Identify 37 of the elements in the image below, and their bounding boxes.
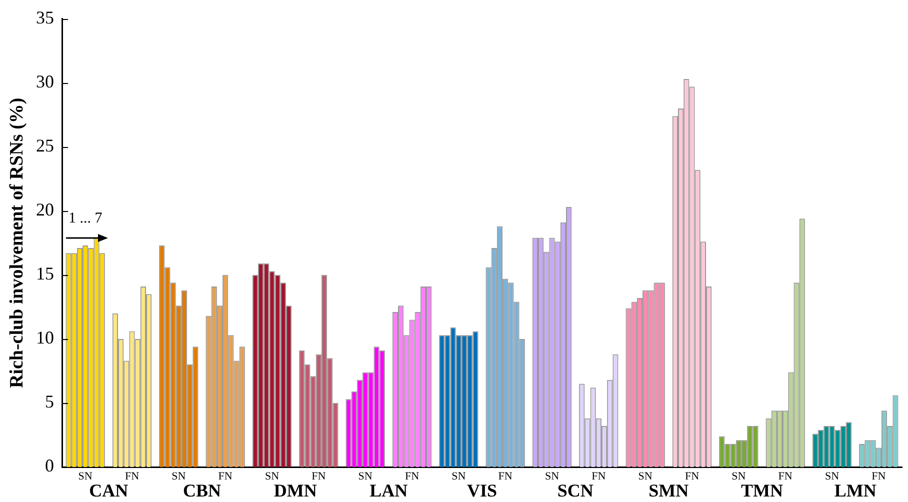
text: VIS <box>466 480 498 501</box>
text: CBN <box>182 480 222 501</box>
x-tick-label: SN <box>824 470 840 482</box>
x-tick-label: FN <box>592 470 606 482</box>
x-tick-label: SN <box>264 470 280 482</box>
y-tick-label: 5 <box>45 392 54 412</box>
x-tick-label: FN <box>684 470 700 482</box>
x-tick-label: FN <box>872 470 886 482</box>
y-axis-title: Rich-club involvement of RSNs (%) <box>6 98 28 388</box>
x-tick-label: FN <box>218 470 232 482</box>
y-tick-label: 0 <box>45 456 54 476</box>
y-tick-label: 10 <box>36 328 54 348</box>
annotation: 1 ... 7 <box>68 210 103 227</box>
x-tick-label: SN <box>732 470 746 482</box>
x-tick-label: FN <box>124 470 140 482</box>
x-tick-label: FN <box>404 470 420 482</box>
text: SMN <box>648 480 689 501</box>
x-tick-label: SN <box>544 470 560 482</box>
text: LAN <box>370 480 408 501</box>
x-tick-label: SN <box>638 470 652 482</box>
text: TMN <box>741 480 783 501</box>
y-tick-label: 25 <box>36 136 54 156</box>
x-tick-label: SN <box>452 470 466 482</box>
y-tick-label: 30 <box>36 72 54 92</box>
x-tick-label: FN <box>312 470 326 482</box>
x-tick-label: SN <box>358 470 372 482</box>
text: LMN <box>834 480 876 501</box>
y-tick-label: 35 <box>36 8 54 28</box>
text: CAN <box>89 480 128 501</box>
x-tick-label: SN <box>172 470 186 482</box>
x-tick-label: FN <box>778 470 792 482</box>
y-tick-label: 15 <box>36 264 54 284</box>
text: DMN <box>274 480 317 501</box>
text: SCN <box>557 480 594 501</box>
x-tick-label: SN <box>78 470 92 482</box>
x-tick-label: FN <box>498 470 512 482</box>
y-tick-label: 20 <box>36 200 54 220</box>
